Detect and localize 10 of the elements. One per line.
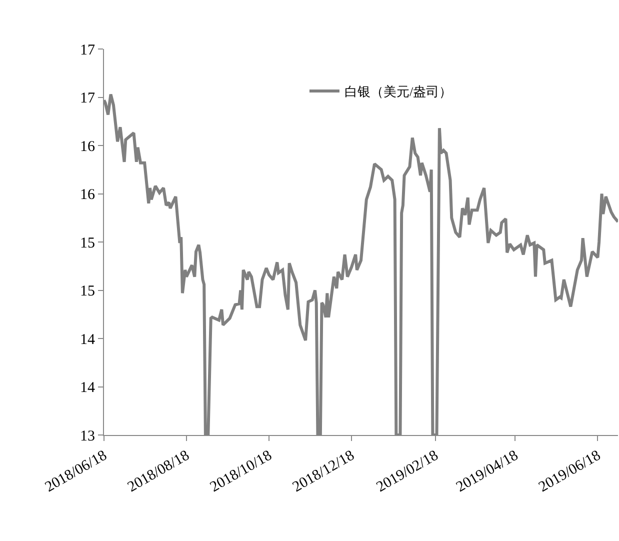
y-tick-label: 16: [80, 138, 96, 155]
y-tick-label: 13: [80, 428, 95, 444]
y-tick-label: 15: [80, 235, 95, 252]
y-tick-label: 17: [80, 90, 96, 106]
y-tick-label: 15: [80, 284, 95, 300]
legend-label: 白银（美元/盎司）: [344, 84, 452, 100]
y-tick-label: 16: [80, 187, 96, 203]
y-tick-label: 14: [80, 332, 96, 348]
y-tick-label: 17: [80, 42, 96, 58]
y-tick-label: 14: [80, 380, 96, 396]
